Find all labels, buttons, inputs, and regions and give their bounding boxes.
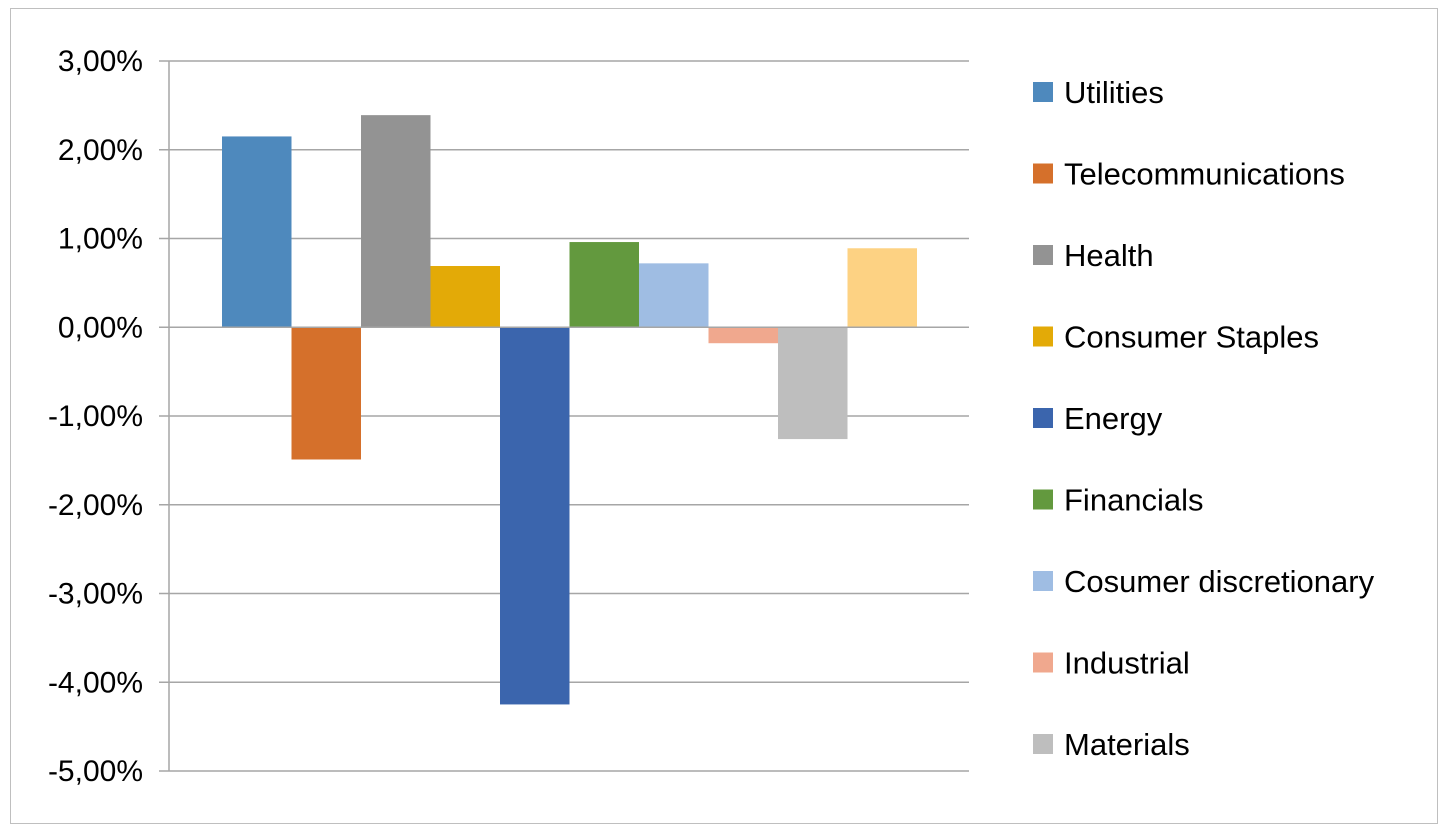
y-tick-label: 3,00% — [58, 45, 143, 78]
legend-swatch — [1033, 326, 1053, 347]
y-tick-label: 1,00% — [58, 223, 143, 256]
bar-chart: 3,00% 2,00% 1,00% 0,00% -1,00% -2,00% -3,00% -4… — [48, 45, 1375, 788]
legend: Utilities Telecommunications Health Consume… — [1033, 75, 1375, 762]
chart-frame: 3,00% 2,00% 1,00% 0,00% -1,00% -2,00% -3,00% -4… — [10, 8, 1438, 824]
legend-label: Energy — [1064, 401, 1163, 436]
legend-label: Industrial — [1064, 646, 1190, 681]
bar-cosumer-discretionary — [639, 263, 709, 328]
y-tick-label: -1,00% — [48, 400, 143, 433]
legend-item: Energy — [1033, 401, 1163, 436]
y-axis: 3,00% 2,00% 1,00% 0,00% -1,00% -2,00% -3,00% -4… — [48, 45, 969, 788]
bar-telecommunications — [291, 327, 361, 460]
legend-item: Materials — [1033, 727, 1190, 762]
legend-label: Telecommunications — [1064, 157, 1345, 192]
y-tick-label: -2,00% — [48, 489, 143, 522]
legend-item: Utilities — [1033, 75, 1164, 110]
legend-label: Consumer Staples — [1064, 320, 1319, 355]
legend-item: Cosumer discretionary — [1033, 564, 1375, 599]
y-tick-label: -5,00% — [48, 755, 143, 788]
legend-label: Utilities — [1064, 75, 1164, 110]
bar-utilities — [222, 136, 292, 328]
legend-item: Health — [1033, 238, 1154, 273]
legend-swatch — [1033, 652, 1053, 673]
bar-industrial — [708, 327, 778, 344]
bar-materials — [778, 327, 848, 440]
bar-health — [361, 115, 431, 328]
legend-swatch — [1033, 571, 1053, 591]
legend-swatch — [1033, 489, 1053, 510]
legend-swatch — [1033, 408, 1053, 428]
legend-swatch — [1033, 245, 1053, 265]
bars — [222, 115, 917, 705]
bar-financials — [569, 242, 639, 328]
legend-label: Cosumer discretionary — [1064, 564, 1375, 599]
legend-label: Financials — [1064, 483, 1204, 518]
y-tick-label: 2,00% — [58, 134, 143, 167]
legend-item: Consumer Staples — [1033, 320, 1319, 355]
legend-item: Financials — [1033, 483, 1204, 518]
y-tick-label: -4,00% — [48, 666, 143, 699]
legend-label: Health — [1064, 238, 1154, 273]
y-tick-label: -3,00% — [48, 578, 143, 611]
bar-consumer-staples — [430, 266, 500, 328]
legend-swatch — [1033, 82, 1053, 102]
legend-swatch — [1033, 734, 1053, 754]
bar-series-10 — [847, 248, 917, 328]
legend-item: Industrial — [1033, 646, 1190, 681]
legend-item: Telecommunications — [1033, 157, 1345, 192]
bar-energy — [500, 327, 570, 705]
legend-swatch — [1033, 163, 1053, 184]
y-tick-label: 0,00% — [58, 311, 143, 344]
legend-label: Materials — [1064, 727, 1190, 762]
